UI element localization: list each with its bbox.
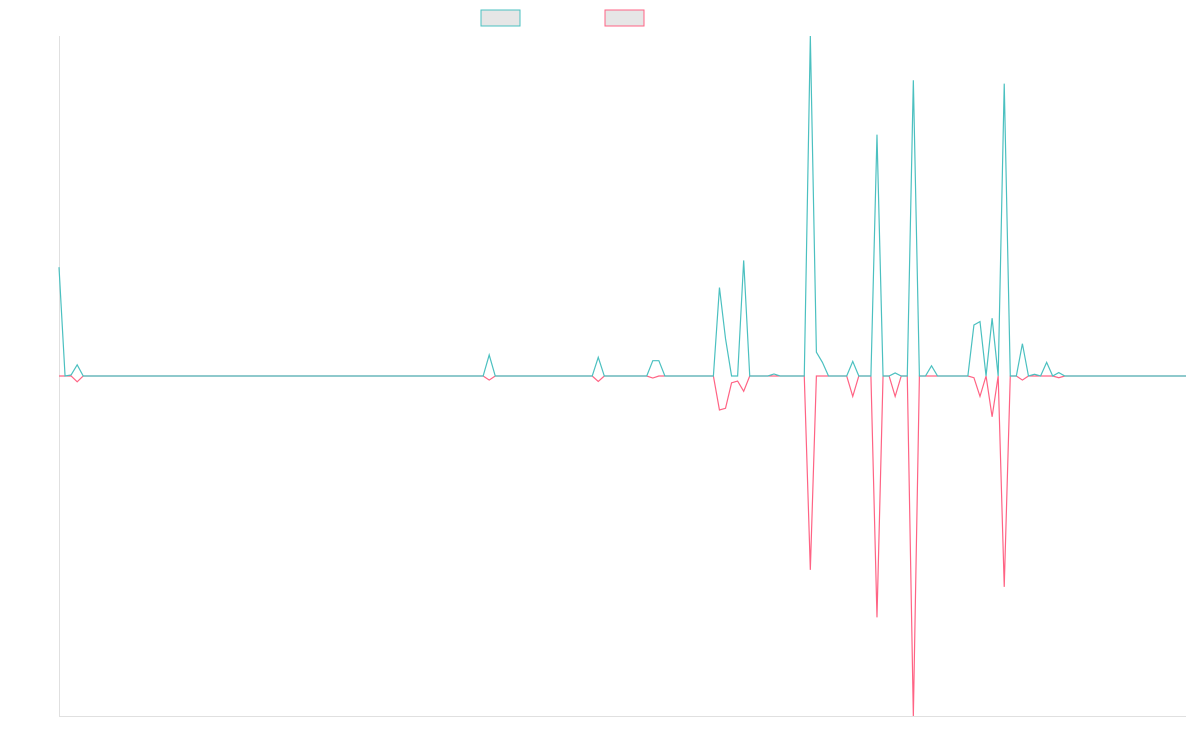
series-0-line	[58, 35, 1186, 377]
series-0	[58, 35, 1186, 377]
legend-item-series-1[interactable]	[604, 9, 645, 27]
legend	[480, 9, 645, 27]
series-layer	[58, 35, 1186, 717]
legend-swatch-series-1[interactable]	[604, 9, 645, 27]
legend-item-series-0[interactable]	[480, 9, 521, 27]
legend-swatch-series-0[interactable]	[480, 9, 521, 27]
